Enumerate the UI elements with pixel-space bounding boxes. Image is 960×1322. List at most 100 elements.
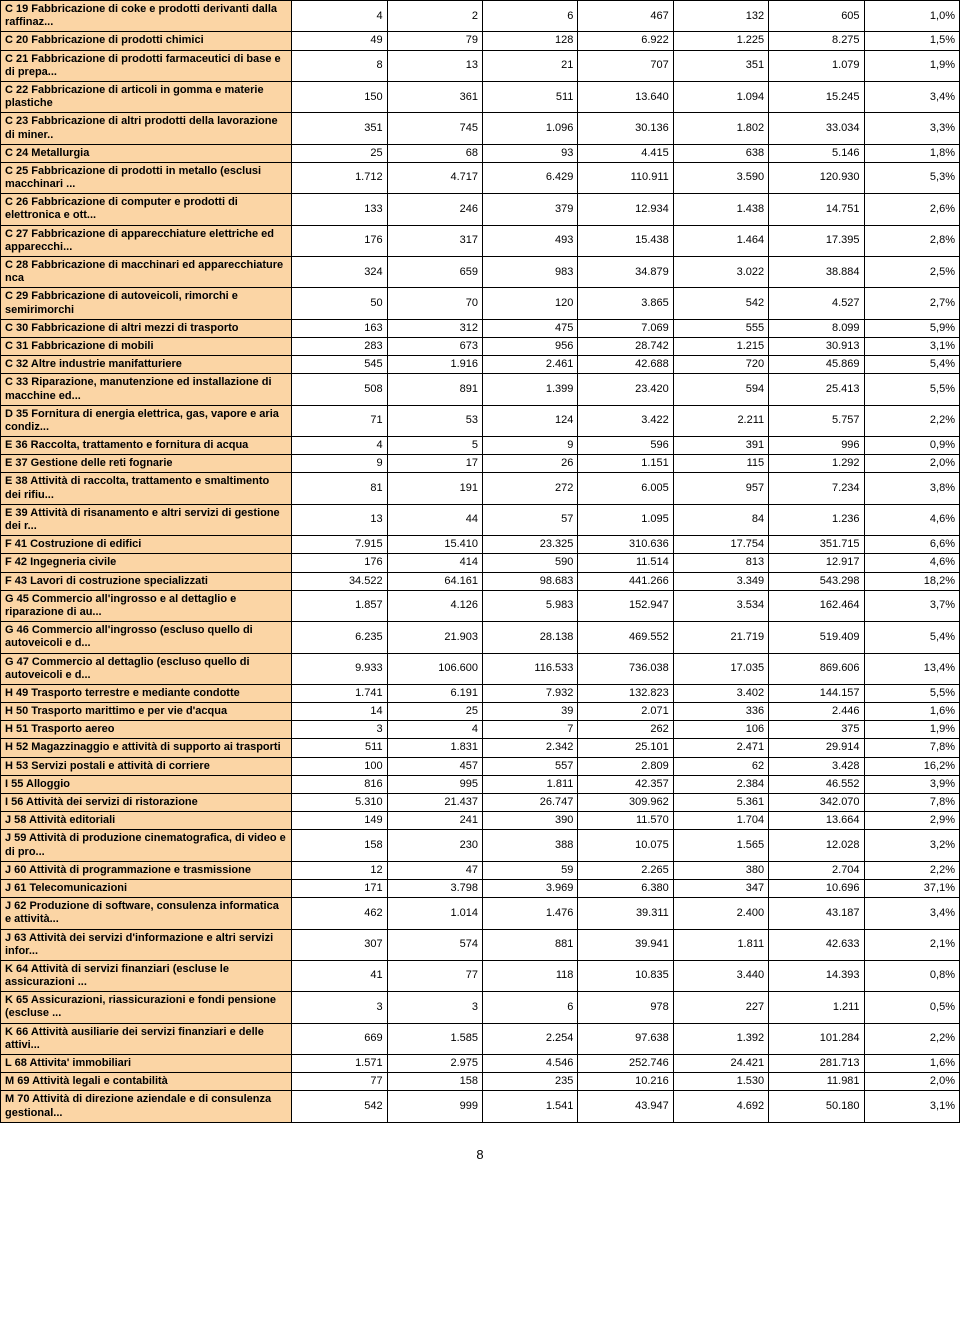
cell-value: 176 (292, 225, 387, 256)
row-label: H 50 Trasporto marittimo e per vie d'acq… (1, 703, 292, 721)
row-label: C 26 Fabbricazione di computer e prodott… (1, 194, 292, 225)
table-row: D 35 Fornitura di energia elettrica, gas… (1, 405, 960, 436)
cell-value: 124 (482, 405, 577, 436)
cell-value: 3.022 (673, 257, 768, 288)
cell-value: 10.216 (578, 1073, 673, 1091)
cell-value: 43.947 (578, 1091, 673, 1122)
cell-value: 98.683 (482, 572, 577, 590)
row-label: C 20 Fabbricazione di prodotti chimici (1, 32, 292, 50)
cell-value: 100 (292, 757, 387, 775)
cell-value: 163 (292, 319, 387, 337)
cell-value: 5.983 (482, 590, 577, 621)
cell-value: 1,6% (864, 703, 959, 721)
row-label: H 53 Servizi postali e attività di corri… (1, 757, 292, 775)
row-label: H 52 Magazzinaggio e attività di support… (1, 739, 292, 757)
row-label: G 45 Commercio all'ingrosso e al dettagl… (1, 590, 292, 621)
row-label: C 30 Fabbricazione di altri mezzi di tra… (1, 319, 292, 337)
cell-value: 508 (292, 374, 387, 405)
cell-value: 46.552 (769, 775, 864, 793)
cell-value: 132.823 (578, 684, 673, 702)
cell-value: 4.527 (769, 288, 864, 319)
cell-value: 6.235 (292, 622, 387, 653)
table-row: K 66 Attività ausiliarie dei servizi fin… (1, 1023, 960, 1054)
cell-value: 1.094 (673, 81, 768, 112)
cell-value: 2,6% (864, 194, 959, 225)
cell-value: 2.704 (769, 861, 864, 879)
row-label: C 24 Metallurgia (1, 144, 292, 162)
cell-value: 230 (387, 830, 482, 861)
cell-value: 3.534 (673, 590, 768, 621)
cell-value: 12.934 (578, 194, 673, 225)
cell-value: 158 (292, 830, 387, 861)
cell-value: 2.342 (482, 739, 577, 757)
cell-value: 281.713 (769, 1055, 864, 1073)
cell-value: 3.402 (673, 684, 768, 702)
row-label: F 43 Lavori di costruzione specializzati (1, 572, 292, 590)
cell-value: 511 (482, 81, 577, 112)
cell-value: 4 (387, 721, 482, 739)
cell-value: 0,5% (864, 992, 959, 1023)
row-label: C 31 Fabbricazione di mobili (1, 337, 292, 355)
cell-value: 2.471 (673, 739, 768, 757)
row-label: H 51 Trasporto aereo (1, 721, 292, 739)
cell-value: 1.292 (769, 455, 864, 473)
row-label: C 23 Fabbricazione di altri prodotti del… (1, 113, 292, 144)
row-label: C 33 Riparazione, manutenzione ed instal… (1, 374, 292, 405)
cell-value: 2 (387, 1, 482, 32)
cell-value: 14.751 (769, 194, 864, 225)
cell-value: 49 (292, 32, 387, 50)
cell-value: 44 (387, 504, 482, 535)
cell-value: 41 (292, 960, 387, 991)
cell-value: 120.930 (769, 162, 864, 193)
cell-value: 42.357 (578, 775, 673, 793)
cell-value: 1.399 (482, 374, 577, 405)
cell-value: 543.298 (769, 572, 864, 590)
cell-value: 307 (292, 929, 387, 960)
cell-value: 116.533 (482, 653, 577, 684)
cell-value: 26.747 (482, 794, 577, 812)
cell-value: 8 (292, 50, 387, 81)
row-label: F 41 Costruzione di edifici (1, 536, 292, 554)
cell-value: 2.265 (578, 861, 673, 879)
table-row: M 70 Attività di direzione aziendale e d… (1, 1091, 960, 1122)
cell-value: 2.809 (578, 757, 673, 775)
cell-value: 120 (482, 288, 577, 319)
cell-value: 64.161 (387, 572, 482, 590)
cell-value: 7,8% (864, 794, 959, 812)
cell-value: 351 (673, 50, 768, 81)
cell-value: 957 (673, 473, 768, 504)
row-label: C 29 Fabbricazione di autoveicoli, rimor… (1, 288, 292, 319)
table-row: H 50 Trasporto marittimo e per vie d'acq… (1, 703, 960, 721)
cell-value: 7.234 (769, 473, 864, 504)
cell-value: 3,8% (864, 473, 959, 504)
cell-value: 17 (387, 455, 482, 473)
cell-value: 11.514 (578, 554, 673, 572)
row-label: J 61 Telecomunicazioni (1, 879, 292, 897)
cell-value: 5.757 (769, 405, 864, 436)
row-label: C 27 Fabbricazione di apparecchiature el… (1, 225, 292, 256)
table-row: H 53 Servizi postali e attività di corri… (1, 757, 960, 775)
table-row: K 65 Assicurazioni, riassicurazioni e fo… (1, 992, 960, 1023)
cell-value: 0,9% (864, 437, 959, 455)
cell-value: 42.633 (769, 929, 864, 960)
cell-value: 21.903 (387, 622, 482, 653)
cell-value: 317 (387, 225, 482, 256)
cell-value: 241 (387, 812, 482, 830)
cell-value: 9.933 (292, 653, 387, 684)
row-label: I 56 Attività dei servizi di ristorazion… (1, 794, 292, 812)
cell-value: 246 (387, 194, 482, 225)
cell-value: 720 (673, 356, 768, 374)
cell-value: 53 (387, 405, 482, 436)
cell-value: 47 (387, 861, 482, 879)
cell-value: 7.915 (292, 536, 387, 554)
cell-value: 13.664 (769, 812, 864, 830)
table-row: G 46 Commercio all'ingrosso (escluso que… (1, 622, 960, 653)
cell-value: 1,9% (864, 721, 959, 739)
cell-value: 1.236 (769, 504, 864, 535)
cell-value: 70 (387, 288, 482, 319)
cell-value: 1.096 (482, 113, 577, 144)
cell-value: 2.071 (578, 703, 673, 721)
cell-value: 15.410 (387, 536, 482, 554)
cell-value: 2,0% (864, 1073, 959, 1091)
cell-value: 132 (673, 1, 768, 32)
